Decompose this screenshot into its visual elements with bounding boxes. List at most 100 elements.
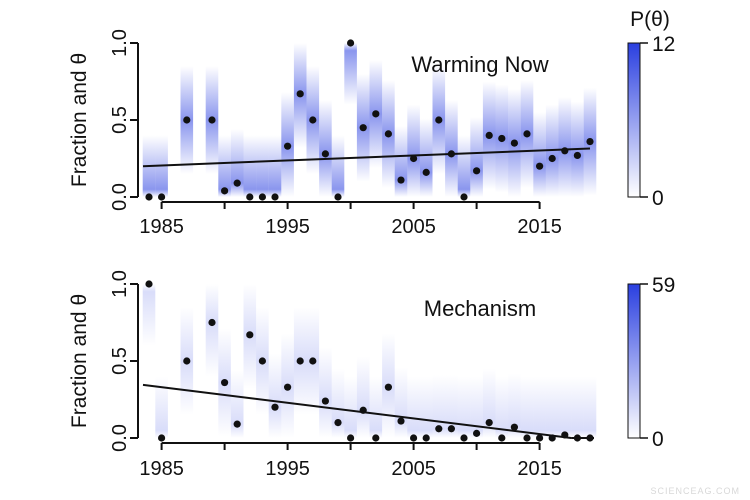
data-point xyxy=(233,420,241,428)
data-point xyxy=(435,425,443,433)
y-axis-label: Fraction and θ xyxy=(68,53,91,187)
colorbar-min-label: 0 xyxy=(652,187,664,210)
data-point xyxy=(372,434,380,442)
heat-column xyxy=(445,43,458,197)
data-point xyxy=(221,378,229,387)
trend-line xyxy=(142,147,591,168)
heat-column xyxy=(243,284,257,438)
data-point xyxy=(523,130,531,138)
heat-column xyxy=(218,43,231,197)
data-point xyxy=(384,130,392,138)
heat-column xyxy=(293,43,307,197)
data-point xyxy=(246,331,254,339)
data-point xyxy=(246,193,254,201)
heat-column xyxy=(268,43,282,197)
heat-column xyxy=(281,284,294,438)
heat-column xyxy=(369,43,383,197)
data-point xyxy=(208,318,216,327)
heat-column xyxy=(520,43,534,197)
data-point xyxy=(548,434,556,442)
heat-column xyxy=(356,284,370,438)
x-tick-label: 1995 xyxy=(265,458,310,480)
panel-annotation: Mechanism xyxy=(424,296,536,321)
heat-column xyxy=(571,284,584,438)
heat-column xyxy=(445,284,458,438)
data-point xyxy=(498,134,506,143)
heat-column xyxy=(533,43,546,197)
data-point xyxy=(347,39,355,47)
heat-column xyxy=(457,43,471,197)
heat-column xyxy=(256,43,269,197)
heat-column xyxy=(508,43,521,197)
data-point xyxy=(183,116,191,124)
data-point xyxy=(334,193,342,201)
heat-column xyxy=(356,43,370,197)
data-point xyxy=(271,193,279,201)
data-point xyxy=(359,124,367,132)
data-point xyxy=(309,357,317,365)
data-point xyxy=(573,151,582,160)
data-point xyxy=(561,431,569,439)
data-point xyxy=(473,167,481,175)
data-point xyxy=(510,139,518,147)
data-point xyxy=(410,434,418,442)
heat-column xyxy=(520,284,534,438)
heat-column xyxy=(142,43,156,197)
heat-column xyxy=(230,284,244,438)
data-point xyxy=(410,154,418,163)
data-point xyxy=(460,434,468,442)
data-point xyxy=(296,357,304,365)
data-point xyxy=(309,116,317,124)
y-axis-label: Fraction and θ xyxy=(68,294,91,428)
data-point xyxy=(183,357,191,365)
heat-column xyxy=(482,43,496,197)
trend-line xyxy=(142,383,572,439)
y-tick-label: 1.0 xyxy=(109,29,131,57)
x-tick-label: 1985 xyxy=(139,458,184,480)
heat-column xyxy=(583,284,597,438)
y-tick-label: 0.5 xyxy=(109,347,131,375)
heat-column xyxy=(482,284,496,438)
heat-column xyxy=(369,284,383,438)
data-point xyxy=(258,193,266,201)
heat-column xyxy=(470,284,483,438)
data-point xyxy=(586,434,594,442)
data-point xyxy=(221,187,229,195)
data-point xyxy=(359,406,367,414)
heat-column xyxy=(382,43,395,197)
heat-column xyxy=(142,284,156,438)
data-point xyxy=(145,193,153,201)
heat-column xyxy=(344,284,357,438)
heat-column xyxy=(382,284,395,438)
heat-column xyxy=(155,284,168,438)
data-point xyxy=(158,193,166,201)
data-point xyxy=(447,150,455,158)
colorbar xyxy=(627,42,641,198)
data-point xyxy=(498,434,506,442)
data-point xyxy=(384,383,392,391)
heat-column xyxy=(558,284,572,438)
heat-column xyxy=(457,284,471,438)
heat-column xyxy=(319,284,332,438)
heat-column xyxy=(155,43,168,197)
data-point xyxy=(284,142,292,150)
data-point xyxy=(422,168,430,176)
heat-column xyxy=(571,43,584,197)
heat-column xyxy=(218,284,231,438)
data-point xyxy=(523,434,531,442)
x-tick-label: 2015 xyxy=(517,216,562,238)
heat-column xyxy=(545,284,559,438)
panel-mechanism: 1985 1995 2005 2015 0.0 0.5 1.0 Fraction and θ M… xyxy=(68,270,675,480)
heat-column xyxy=(243,43,257,197)
y-tick-label: 0.0 xyxy=(109,183,131,211)
x-tick-label: 1995 xyxy=(265,216,310,238)
data-point xyxy=(271,403,279,411)
data-point xyxy=(397,417,405,425)
data-point xyxy=(536,162,544,170)
data-point xyxy=(284,383,292,391)
heat-column xyxy=(344,43,357,197)
colorbar-max-label: 12 xyxy=(652,33,675,56)
heat-column xyxy=(319,43,332,197)
data-point xyxy=(296,90,304,98)
